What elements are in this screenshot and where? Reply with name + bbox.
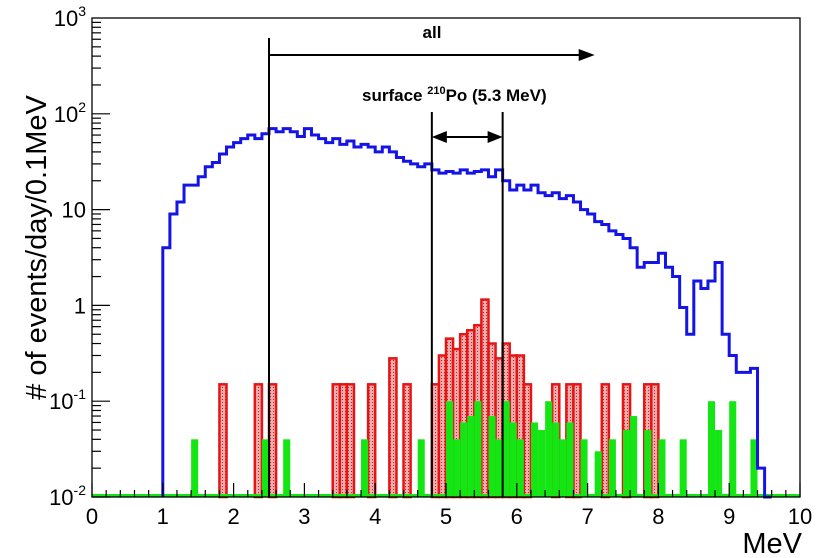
green-bin-bar xyxy=(545,401,553,497)
red-bin-bar xyxy=(522,383,533,499)
green-bin-bar xyxy=(566,422,574,497)
red-bin-bar xyxy=(366,383,377,499)
all-label: all xyxy=(423,23,442,42)
green-bin-bar xyxy=(679,439,687,497)
all-events-step-line xyxy=(161,127,772,499)
po-arrow-head-left xyxy=(431,131,447,143)
red-bin-bar xyxy=(267,383,278,499)
green-bin-bar xyxy=(530,422,539,497)
x-tick-label: 2 xyxy=(227,504,239,529)
green-bin-bar xyxy=(538,430,546,497)
x-tick-label: 8 xyxy=(652,504,664,529)
x-tick-label: 1 xyxy=(157,504,169,529)
y-tick-label: 10-1 xyxy=(49,386,86,414)
po-label: surface 210Po (5.3 MeV) xyxy=(362,85,547,105)
green-bin-bar xyxy=(580,439,588,497)
x-axis-label: MeV xyxy=(742,528,802,558)
annotation-layer: all surface 210Po (5.3 MeV) xyxy=(268,23,595,497)
axis-layer: 0 1 2 3 4 5 6 7 8 9 10 10-2 10-1 1 10 102 103 xyxy=(49,3,812,529)
green-bin-bar xyxy=(559,439,567,497)
green-bin-bar xyxy=(750,439,758,497)
po-arrow-head-right xyxy=(487,131,503,143)
red-bin-bar xyxy=(600,383,611,499)
y-axis-label: # of events/day/0.1MeV xyxy=(21,95,53,400)
green-bin-bar xyxy=(460,422,468,497)
y-tick-label: 10 xyxy=(62,198,86,223)
green-bin-bar xyxy=(644,430,652,497)
green-bin-bar xyxy=(502,401,510,497)
green-bin-bar xyxy=(261,439,269,497)
green-bin-bar xyxy=(191,439,199,497)
green-bin-bar xyxy=(516,439,524,497)
green-bin-bar xyxy=(474,401,482,497)
red-bin-bar xyxy=(572,383,582,499)
green-bin-bar xyxy=(495,439,503,497)
green-bin-bar xyxy=(594,451,602,497)
y-tick-label: 1 xyxy=(74,293,86,318)
red-bin-bar xyxy=(253,383,264,499)
green-bin-bar xyxy=(608,439,616,497)
green-bin-bar xyxy=(707,401,716,497)
red-bin-bar xyxy=(402,383,412,499)
green-bin-bar xyxy=(630,416,638,497)
green-bin-bar xyxy=(729,401,737,497)
green-bin-bar xyxy=(417,439,425,497)
y-tick-label: 102 xyxy=(54,99,86,127)
histogram-layer xyxy=(92,127,800,499)
green-bin-bar xyxy=(361,439,369,497)
green-bin-bar xyxy=(488,416,496,497)
y-tick-label: 103 xyxy=(54,3,86,31)
red-bin-bar xyxy=(388,357,398,499)
green-bin-bar xyxy=(453,439,461,497)
green-bin-bar xyxy=(467,416,475,497)
x-tick-label: 9 xyxy=(723,504,735,529)
red-bin-bar xyxy=(650,383,660,499)
x-tick-label: 3 xyxy=(298,504,310,529)
x-tick-label: 4 xyxy=(369,504,381,529)
red-bin-bar xyxy=(218,383,228,499)
x-tick-label: 5 xyxy=(440,504,452,529)
x-tick-label: 0 xyxy=(86,504,98,529)
x-tick-label: 10 xyxy=(788,504,812,529)
green-bin-bar xyxy=(658,439,666,497)
green-bin-bar xyxy=(552,422,560,497)
y-tick-label: 10-2 xyxy=(49,482,86,510)
green-bin-bar xyxy=(715,430,723,497)
green-bin-bar xyxy=(623,430,631,497)
green-bin-bar xyxy=(509,422,517,497)
x-tick-label: 6 xyxy=(511,504,523,529)
all-arrow-head xyxy=(578,49,595,61)
red-bin-bar xyxy=(345,383,356,499)
green-bin-bar xyxy=(283,439,291,497)
x-tick-label: 7 xyxy=(581,504,593,529)
green-bin-bar xyxy=(446,401,454,497)
